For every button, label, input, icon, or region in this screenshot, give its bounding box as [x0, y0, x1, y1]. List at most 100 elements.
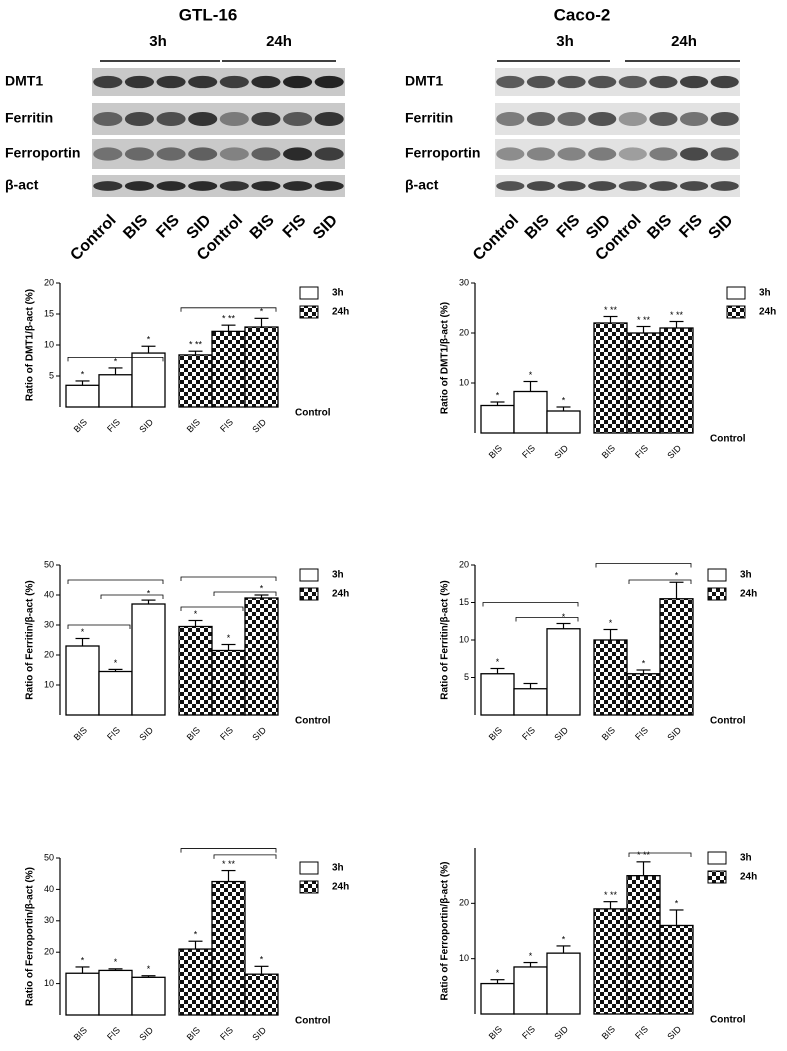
- bar: [244, 973, 279, 1016]
- lane-label: BIS: [644, 212, 675, 243]
- bar: [513, 390, 548, 434]
- blot-band: [588, 181, 617, 191]
- lane-label: SID: [706, 212, 737, 243]
- bar: [65, 645, 100, 716]
- bar: [244, 326, 279, 408]
- x-tick-label: FIS: [633, 725, 650, 742]
- x-tick-label: SID: [552, 1024, 570, 1042]
- blot-band: [219, 147, 249, 161]
- y-tick-label: 40: [44, 884, 54, 894]
- y-tick-label: 20: [44, 947, 54, 957]
- significance-mark: * **: [189, 340, 203, 350]
- significance-mark: * **: [222, 314, 236, 324]
- comparison-bracket: [595, 563, 692, 568]
- blot-band: [314, 181, 344, 191]
- significance-mark: *: [562, 395, 566, 405]
- bar: [211, 649, 246, 716]
- blot-band: [679, 181, 709, 191]
- y-tick-label: 30: [459, 277, 469, 287]
- blot-band: [588, 147, 617, 161]
- x-tick-label: BIS: [185, 1025, 202, 1042]
- blot-band: [93, 75, 123, 89]
- x-tick-label: SID: [665, 443, 683, 461]
- y-tick-label: 15: [459, 597, 469, 607]
- significance-mark: * **: [637, 850, 651, 860]
- legend-label: 3h: [332, 863, 344, 874]
- x-tick-label: SID: [137, 1025, 155, 1043]
- blot-strip: [92, 175, 345, 197]
- blot-band: [618, 147, 647, 161]
- y-tick-label: 10: [459, 634, 469, 644]
- time-label: 3h: [556, 33, 574, 50]
- y-tick-label: 10: [44, 339, 54, 349]
- blot-band: [283, 181, 313, 191]
- blot-band: [124, 75, 154, 89]
- blot-band: [710, 181, 739, 191]
- row-label: Ferritin: [405, 110, 453, 126]
- bar: [593, 639, 628, 716]
- blot-band: [219, 111, 249, 127]
- row-label: Ferroportin: [405, 145, 480, 161]
- row-label: β-act: [405, 177, 439, 193]
- blot-band: [526, 75, 556, 89]
- blot-band: [124, 111, 154, 127]
- bar: [659, 327, 694, 434]
- baseline-label: Control: [710, 434, 746, 445]
- bar: [244, 597, 279, 716]
- comparison-bracket: [515, 617, 579, 622]
- blot-band: [251, 75, 281, 89]
- legend-swatch: [299, 880, 319, 894]
- blot-band: [679, 147, 709, 161]
- x-tick-label: BIS: [600, 725, 617, 742]
- y-tick-label: 5: [464, 672, 469, 682]
- x-tick-label: BIS: [487, 1024, 504, 1041]
- bar: [593, 908, 628, 1015]
- blot-band: [710, 147, 739, 161]
- bar: [626, 332, 661, 434]
- blot-band: [649, 147, 678, 161]
- x-tick-label: BIS: [487, 725, 504, 742]
- blot-band: [618, 181, 647, 191]
- y-tick-label: 10: [44, 679, 54, 689]
- comparison-bracket: [67, 624, 131, 629]
- y-axis-label: Ratio of Ferritin/β-act (%): [25, 580, 36, 699]
- bar: [659, 924, 694, 1015]
- lane-label: Control: [470, 212, 522, 264]
- significance-mark: *: [114, 957, 118, 967]
- comparison-bracket: [67, 357, 164, 362]
- significance-mark: *: [496, 390, 500, 400]
- bar: [98, 374, 133, 408]
- baseline-label: Control: [710, 1015, 746, 1026]
- y-axis-label: Ratio of Ferroportin/β-act (%): [25, 867, 36, 1006]
- legend-label: 24h: [759, 307, 776, 318]
- lane-label: BIS: [247, 212, 278, 243]
- blot-band: [649, 181, 678, 191]
- blot-band: [557, 147, 586, 161]
- x-tick-label: BIS: [72, 1025, 89, 1042]
- lane-label: SID: [310, 212, 341, 243]
- legend-swatch: [726, 286, 746, 300]
- blot-band: [251, 147, 281, 161]
- significance-mark: *: [147, 588, 151, 598]
- comparison-bracket: [180, 848, 277, 853]
- significance-mark: *: [114, 356, 118, 366]
- significance-mark: *: [562, 934, 566, 944]
- blot-band: [557, 181, 586, 191]
- y-tick-label: 20: [44, 649, 54, 659]
- y-tick-label: 30: [44, 915, 54, 925]
- legend-swatch: [299, 861, 319, 875]
- blot-band: [526, 147, 556, 161]
- x-tick-label: SID: [137, 725, 155, 743]
- blot-band: [188, 181, 218, 191]
- blot-band: [219, 75, 249, 89]
- lane-label: FIS: [676, 212, 706, 242]
- significance-mark: *: [81, 369, 85, 379]
- bar: [480, 404, 515, 434]
- x-tick-label: SID: [552, 443, 570, 461]
- blot-band: [649, 111, 678, 127]
- significance-mark: *: [529, 951, 533, 961]
- time-label: 24h: [266, 33, 292, 50]
- legend-swatch: [707, 587, 727, 601]
- legend-swatch: [299, 568, 319, 582]
